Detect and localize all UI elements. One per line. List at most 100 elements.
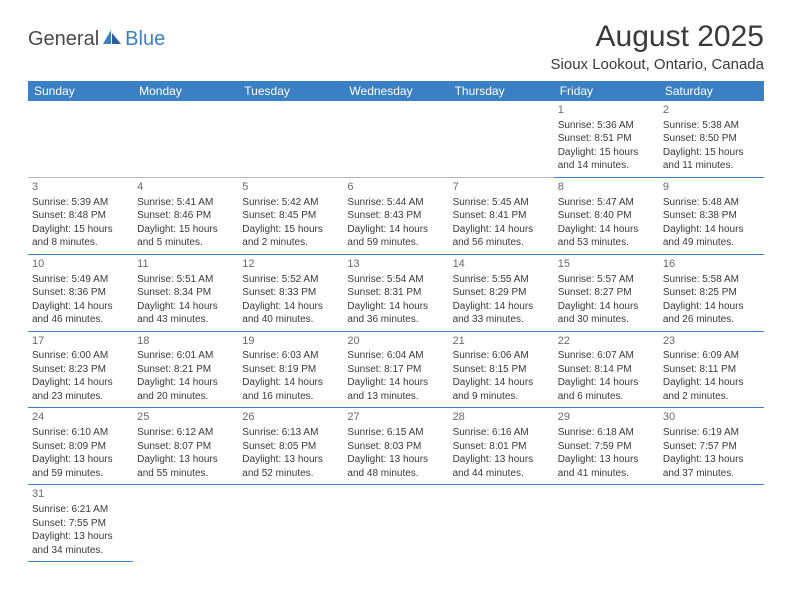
- sunrise-line: Sunrise: 6:07 AM: [558, 349, 655, 363]
- sunset-line: Sunset: 8:29 PM: [453, 286, 550, 300]
- calendar-cell: 6Sunrise: 5:44 AMSunset: 8:43 PMDaylight…: [343, 177, 448, 254]
- daylight-line: Daylight: 14 hours and 36 minutes.: [347, 300, 444, 327]
- calendar-cell: 30Sunrise: 6:19 AMSunset: 7:57 PMDayligh…: [659, 408, 764, 485]
- calendar-cell: 31Sunrise: 6:21 AMSunset: 7:55 PMDayligh…: [28, 485, 133, 562]
- sunset-line: Sunset: 8:25 PM: [663, 286, 760, 300]
- day-number: 24: [32, 410, 129, 425]
- logo: General Blue: [28, 28, 165, 51]
- daylight-line: Daylight: 14 hours and 53 minutes.: [558, 223, 655, 250]
- sunrise-line: Sunrise: 6:09 AM: [663, 349, 760, 363]
- calendar-cell: 25Sunrise: 6:12 AMSunset: 8:07 PMDayligh…: [133, 408, 238, 485]
- calendar-cell: 7Sunrise: 5:45 AMSunset: 8:41 PMDaylight…: [449, 177, 554, 254]
- daylight-line: Daylight: 13 hours and 59 minutes.: [32, 453, 129, 480]
- daylight-line: Daylight: 14 hours and 56 minutes.: [453, 223, 550, 250]
- day-number: 17: [32, 334, 129, 349]
- calendar-cell: 29Sunrise: 6:18 AMSunset: 7:59 PMDayligh…: [554, 408, 659, 485]
- sunrise-line: Sunrise: 5:41 AM: [137, 196, 234, 210]
- daylight-line: Daylight: 14 hours and 2 minutes.: [663, 376, 760, 403]
- calendar-cell: 26Sunrise: 6:13 AMSunset: 8:05 PMDayligh…: [238, 408, 343, 485]
- title-block: August 2025 Sioux Lookout, Ontario, Cana…: [551, 20, 764, 73]
- day-number: 21: [453, 334, 550, 349]
- weekday-header-row: Sunday Monday Tuesday Wednesday Thursday…: [28, 81, 764, 101]
- daylight-line: Daylight: 14 hours and 6 minutes.: [558, 376, 655, 403]
- day-number: 18: [137, 334, 234, 349]
- sunrise-line: Sunrise: 5:55 AM: [453, 273, 550, 287]
- day-number: 31: [32, 487, 129, 502]
- sunrise-line: Sunrise: 6:18 AM: [558, 426, 655, 440]
- daylight-line: Daylight: 14 hours and 9 minutes.: [453, 376, 550, 403]
- sunrise-line: Sunrise: 5:36 AM: [558, 119, 655, 133]
- daylight-line: Daylight: 14 hours and 59 minutes.: [347, 223, 444, 250]
- calendar-cell: 16Sunrise: 5:58 AMSunset: 8:25 PMDayligh…: [659, 254, 764, 331]
- day-number: 15: [558, 257, 655, 272]
- sunrise-line: Sunrise: 6:15 AM: [347, 426, 444, 440]
- sunrise-line: Sunrise: 6:04 AM: [347, 349, 444, 363]
- sunset-line: Sunset: 8:50 PM: [663, 132, 760, 146]
- day-number: 30: [663, 410, 760, 425]
- calendar-row: 1Sunrise: 5:36 AMSunset: 8:51 PMDaylight…: [28, 101, 764, 177]
- daylight-line: Daylight: 14 hours and 16 minutes.: [242, 376, 339, 403]
- col-monday: Monday: [133, 81, 238, 101]
- sail-icon: [101, 28, 123, 51]
- sunset-line: Sunset: 8:09 PM: [32, 440, 129, 454]
- day-number: 19: [242, 334, 339, 349]
- daylight-line: Daylight: 13 hours and 55 minutes.: [137, 453, 234, 480]
- sunrise-line: Sunrise: 6:06 AM: [453, 349, 550, 363]
- sunset-line: Sunset: 8:21 PM: [137, 363, 234, 377]
- sunrise-line: Sunrise: 5:38 AM: [663, 119, 760, 133]
- sunset-line: Sunset: 8:17 PM: [347, 363, 444, 377]
- daylight-line: Daylight: 13 hours and 34 minutes.: [32, 530, 129, 557]
- sunset-line: Sunset: 7:59 PM: [558, 440, 655, 454]
- calendar-cell: 5Sunrise: 5:42 AMSunset: 8:45 PMDaylight…: [238, 177, 343, 254]
- sunrise-line: Sunrise: 5:57 AM: [558, 273, 655, 287]
- daylight-line: Daylight: 14 hours and 26 minutes.: [663, 300, 760, 327]
- daylight-line: Daylight: 13 hours and 37 minutes.: [663, 453, 760, 480]
- day-number: 2: [663, 103, 760, 118]
- sunset-line: Sunset: 8:40 PM: [558, 209, 655, 223]
- calendar-cell: 28Sunrise: 6:16 AMSunset: 8:01 PMDayligh…: [449, 408, 554, 485]
- sunset-line: Sunset: 8:41 PM: [453, 209, 550, 223]
- calendar-row: 31Sunrise: 6:21 AMSunset: 7:55 PMDayligh…: [28, 485, 764, 562]
- calendar-cell: 9Sunrise: 5:48 AMSunset: 8:38 PMDaylight…: [659, 177, 764, 254]
- sunrise-line: Sunrise: 6:03 AM: [242, 349, 339, 363]
- day-number: 25: [137, 410, 234, 425]
- sunset-line: Sunset: 8:51 PM: [558, 132, 655, 146]
- sunset-line: Sunset: 7:57 PM: [663, 440, 760, 454]
- calendar-cell: 12Sunrise: 5:52 AMSunset: 8:33 PMDayligh…: [238, 254, 343, 331]
- daylight-line: Daylight: 15 hours and 2 minutes.: [242, 223, 339, 250]
- sunset-line: Sunset: 8:38 PM: [663, 209, 760, 223]
- daylight-line: Daylight: 14 hours and 43 minutes.: [137, 300, 234, 327]
- calendar-cell: 14Sunrise: 5:55 AMSunset: 8:29 PMDayligh…: [449, 254, 554, 331]
- day-number: 5: [242, 180, 339, 195]
- calendar-cell: 13Sunrise: 5:54 AMSunset: 8:31 PMDayligh…: [343, 254, 448, 331]
- day-number: 14: [453, 257, 550, 272]
- calendar-row: 24Sunrise: 6:10 AMSunset: 8:09 PMDayligh…: [28, 408, 764, 485]
- daylight-line: Daylight: 13 hours and 52 minutes.: [242, 453, 339, 480]
- day-number: 13: [347, 257, 444, 272]
- col-wednesday: Wednesday: [343, 81, 448, 101]
- sunset-line: Sunset: 8:34 PM: [137, 286, 234, 300]
- calendar-cell: [238, 485, 343, 562]
- daylight-line: Daylight: 13 hours and 48 minutes.: [347, 453, 444, 480]
- day-number: 3: [32, 180, 129, 195]
- location: Sioux Lookout, Ontario, Canada: [551, 56, 764, 73]
- day-number: 22: [558, 334, 655, 349]
- sunset-line: Sunset: 8:33 PM: [242, 286, 339, 300]
- day-number: 23: [663, 334, 760, 349]
- daylight-line: Daylight: 15 hours and 8 minutes.: [32, 223, 129, 250]
- day-number: 8: [558, 180, 655, 195]
- col-thursday: Thursday: [449, 81, 554, 101]
- daylight-line: Daylight: 14 hours and 46 minutes.: [32, 300, 129, 327]
- day-number: 9: [663, 180, 760, 195]
- daylight-line: Daylight: 15 hours and 11 minutes.: [663, 146, 760, 173]
- sunset-line: Sunset: 8:31 PM: [347, 286, 444, 300]
- calendar-cell: [449, 101, 554, 177]
- sunrise-line: Sunrise: 5:49 AM: [32, 273, 129, 287]
- calendar-cell: 23Sunrise: 6:09 AMSunset: 8:11 PMDayligh…: [659, 331, 764, 408]
- day-number: 28: [453, 410, 550, 425]
- calendar-cell: 8Sunrise: 5:47 AMSunset: 8:40 PMDaylight…: [554, 177, 659, 254]
- calendar-cell: [449, 485, 554, 562]
- sunrise-line: Sunrise: 6:21 AM: [32, 503, 129, 517]
- calendar-cell: 27Sunrise: 6:15 AMSunset: 8:03 PMDayligh…: [343, 408, 448, 485]
- sunrise-line: Sunrise: 6:12 AM: [137, 426, 234, 440]
